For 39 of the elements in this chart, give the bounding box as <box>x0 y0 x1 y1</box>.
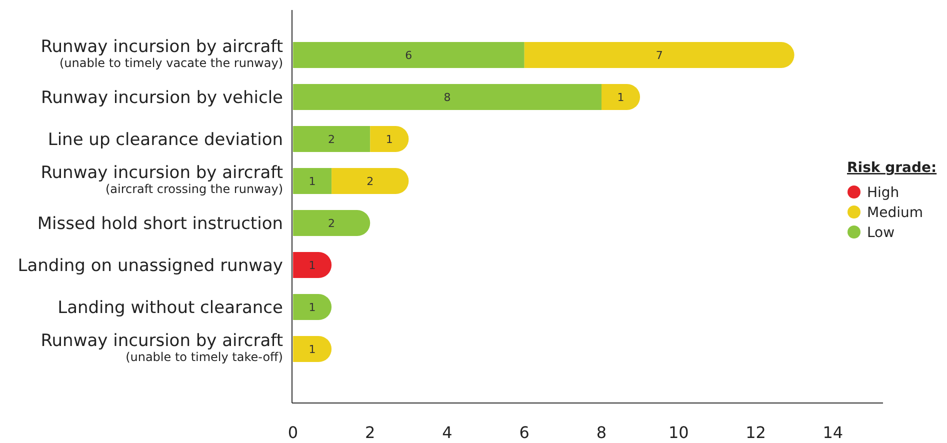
y-tick-label: Landing on unassigned runway <box>18 256 283 276</box>
data-label: 7 <box>656 48 663 62</box>
x-tick-label: 6 <box>519 423 530 442</box>
bar <box>293 84 602 110</box>
x-tick-label: 2 <box>365 423 376 442</box>
x-tick-label: 14 <box>822 423 844 442</box>
y-tick-label: Line up clearance deviation <box>48 130 283 150</box>
data-label: 2 <box>366 174 374 188</box>
data-label: 1 <box>386 132 393 146</box>
bar <box>293 42 524 68</box>
data-label: 2 <box>328 132 336 146</box>
data-label: 1 <box>308 342 316 356</box>
data-label: 6 <box>405 48 412 62</box>
y-tick-label: Runway incursion by aircraft (unable to timely vacate the runway) <box>40 37 284 70</box>
x-tick-label: 12 <box>746 423 766 442</box>
x-tick-label: 8 <box>596 423 607 442</box>
y-tick-label: Runway incursion by aircraft (unable to timely take-off) <box>40 331 284 364</box>
legend-label: Medium <box>867 204 923 221</box>
data-label: 8 <box>444 90 451 104</box>
y-tick-label: Runway incursion by aircraft (aircraft crossing the runway) <box>40 163 284 196</box>
data-label: 1 <box>617 90 624 104</box>
data-label: 2 <box>328 216 336 230</box>
data-label: 1 <box>308 300 316 314</box>
data-label: 1 <box>308 174 316 188</box>
bar <box>524 42 794 68</box>
legend-label: High <box>867 184 900 201</box>
bar <box>293 210 370 236</box>
y-tick-label: Runway incursion by vehicle <box>41 88 283 108</box>
bar <box>332 168 409 194</box>
bar <box>293 168 332 194</box>
x-tick-label: 0 <box>288 423 298 442</box>
bar <box>293 126 370 152</box>
x-tick-label: 4 <box>442 423 452 442</box>
y-tick-label: Landing without clearance <box>58 298 283 318</box>
legend-title: Risk grade: <box>847 160 937 176</box>
data-label: 1 <box>308 258 316 272</box>
x-tick-label: 10 <box>668 423 689 442</box>
y-tick-label: Missed hold short instruction <box>37 214 283 234</box>
legend-label: Low <box>867 224 895 241</box>
